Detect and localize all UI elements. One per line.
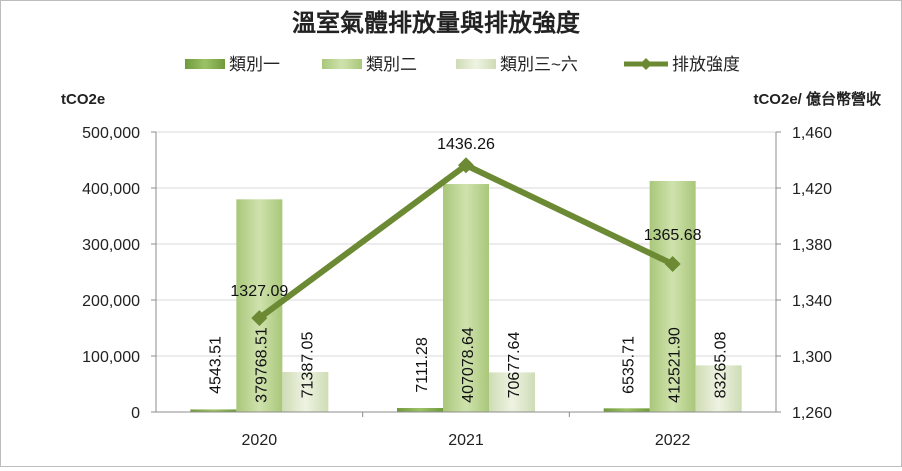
category-3-6-value-label: 83265.08 bbox=[713, 332, 730, 399]
category-2-bar bbox=[649, 180, 696, 412]
axes: 0 100,000 200,000 300,000 400,000 500,000 1,26… bbox=[82, 125, 832, 449]
category-1-bar bbox=[397, 408, 443, 412]
category-1-value-label: 7111.28 bbox=[414, 337, 431, 393]
intensity-value-label: 1365.68 bbox=[644, 227, 702, 244]
category-3-6-bar bbox=[282, 372, 329, 412]
intensity-marker bbox=[458, 157, 474, 174]
right-tick-label: 1,380 bbox=[792, 237, 832, 254]
legend-label: 排放強度 bbox=[672, 55, 740, 74]
x-tick-label: 2020 bbox=[242, 432, 278, 449]
category-3-6-bar bbox=[695, 365, 742, 412]
right-axis-label: tCO2e/ 億台幣營收 bbox=[753, 90, 881, 108]
category-2-value-label: 379768.51 bbox=[253, 327, 270, 403]
right-tick-label: 1,460 bbox=[792, 125, 832, 142]
right-tick-label: 1,340 bbox=[792, 293, 832, 310]
category-3-6-value-label: 70677.64 bbox=[506, 332, 523, 399]
x-tick-label: 2022 bbox=[655, 432, 691, 449]
legend-label: 類別二 bbox=[366, 55, 417, 74]
intensity-legend-marker bbox=[640, 58, 652, 70]
category-2-legend-swatch bbox=[322, 59, 362, 69]
left-tick-label: 200,000 bbox=[82, 293, 140, 310]
intensity-value-label: 1436.26 bbox=[437, 136, 495, 153]
category-1-legend-swatch bbox=[185, 59, 225, 69]
intensity-marker bbox=[251, 310, 268, 327]
left-tick-label: 100,000 bbox=[82, 349, 140, 366]
category-2-value-label: 407078.64 bbox=[460, 327, 477, 403]
intensity-marker bbox=[664, 256, 681, 273]
left-tick-label: 300,000 bbox=[82, 237, 140, 254]
right-tick-label: 1,420 bbox=[792, 181, 832, 198]
category-3-6-bar bbox=[489, 372, 535, 412]
bars bbox=[190, 180, 742, 412]
left-tick-label: 500,000 bbox=[82, 125, 140, 142]
category-1-value-label: 6535.71 bbox=[621, 336, 638, 394]
intensity-value-label: 1327.09 bbox=[230, 283, 288, 300]
data-labels: 4543.51 7111.28 6535.71 379768.51 407078.64 4… bbox=[207, 136, 729, 403]
left-tick-label: 400,000 bbox=[82, 181, 140, 198]
category-1-bar bbox=[603, 408, 650, 412]
intensity-line bbox=[251, 157, 681, 327]
left-tick-label: 0 bbox=[131, 405, 140, 422]
legend-label: 類別一 bbox=[229, 55, 280, 74]
category-2-bar bbox=[443, 184, 489, 412]
left-axis-label: tCO2e bbox=[61, 91, 105, 108]
category-3-6-value-label: 71387.05 bbox=[299, 332, 316, 399]
chart-title: 溫室氣體排放量與排放強度 bbox=[292, 9, 581, 37]
x-tick-label: 2021 bbox=[448, 432, 484, 449]
category-1-bar bbox=[190, 409, 237, 412]
category-2-value-label: 412521.90 bbox=[667, 327, 684, 403]
legend: 類別一 類別二 類別三~六 排放強度 bbox=[185, 55, 740, 74]
category-3-6-legend-swatch bbox=[456, 59, 496, 69]
category-1-value-label: 4543.51 bbox=[207, 336, 224, 394]
right-tick-label: 1,260 bbox=[792, 405, 832, 422]
right-tick-label: 1,300 bbox=[792, 349, 832, 366]
legend-label: 類別三~六 bbox=[500, 55, 578, 74]
